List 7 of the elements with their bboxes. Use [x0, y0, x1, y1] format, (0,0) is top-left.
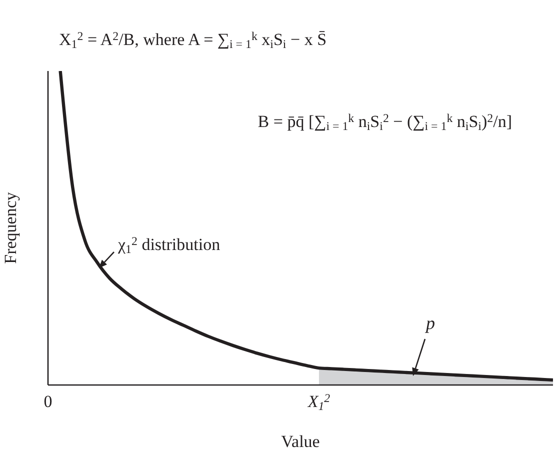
x-tick-label: 0 — [44, 392, 52, 411]
annotation: χ$_{1}$$^{2}$ distribution — [117, 234, 221, 256]
x-axis-title: Value — [281, 432, 320, 451]
text: X$_{1}$$^{2}$ = A$^{2}$/B, where A = ∑$_{i = 1}$$^{k}$ x$_{i}$S$_{i}$ − x S̄ — [59, 29, 327, 51]
annotation: p — [424, 313, 435, 333]
y-axis-title: Frequency — [1, 192, 20, 264]
text: B = p̄q̄ [∑$_{i = 1}$$^{k}$ n$_{i}$S$_{i}$$^{2}$ − (∑$_{i = 1}$$^{k}$ n$_{i}$S$_{i}$)$^{2}$/n] — [258, 111, 512, 133]
